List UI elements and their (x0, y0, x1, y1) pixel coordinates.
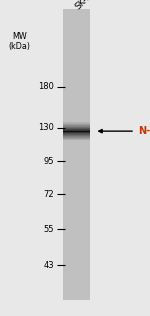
Text: SK-N-SH: SK-N-SH (73, 0, 105, 11)
Bar (63, 123, 90, 124)
Bar (63, 132, 90, 133)
Bar (63, 125, 90, 126)
Bar (63, 137, 90, 138)
Bar (63, 135, 90, 136)
Bar (63, 134, 90, 135)
Bar (63, 130, 90, 131)
Bar (63, 125, 90, 126)
Bar (63, 126, 90, 127)
Bar (63, 124, 90, 125)
Text: 95: 95 (44, 157, 54, 166)
Text: 55: 55 (44, 225, 54, 234)
Bar (63, 139, 90, 140)
Text: 43: 43 (43, 261, 54, 270)
Bar (63, 122, 90, 123)
Text: 72: 72 (43, 190, 54, 199)
Bar (63, 128, 90, 129)
Text: MW
(kDa): MW (kDa) (9, 32, 30, 51)
Bar (63, 129, 90, 130)
Bar (63, 131, 90, 132)
Text: 130: 130 (38, 124, 54, 132)
Bar (63, 133, 90, 134)
Bar (63, 138, 90, 139)
Bar (63, 137, 90, 138)
Bar (63, 133, 90, 134)
Bar (63, 132, 90, 133)
Bar (63, 136, 90, 137)
Text: N-Cadherin: N-Cadherin (138, 126, 150, 136)
Bar (63, 127, 90, 128)
Bar (63, 9, 90, 300)
Bar (63, 126, 90, 127)
Bar (63, 124, 90, 125)
Bar (63, 135, 90, 136)
Bar (63, 139, 90, 140)
Text: 180: 180 (38, 82, 54, 91)
Bar (63, 128, 90, 129)
